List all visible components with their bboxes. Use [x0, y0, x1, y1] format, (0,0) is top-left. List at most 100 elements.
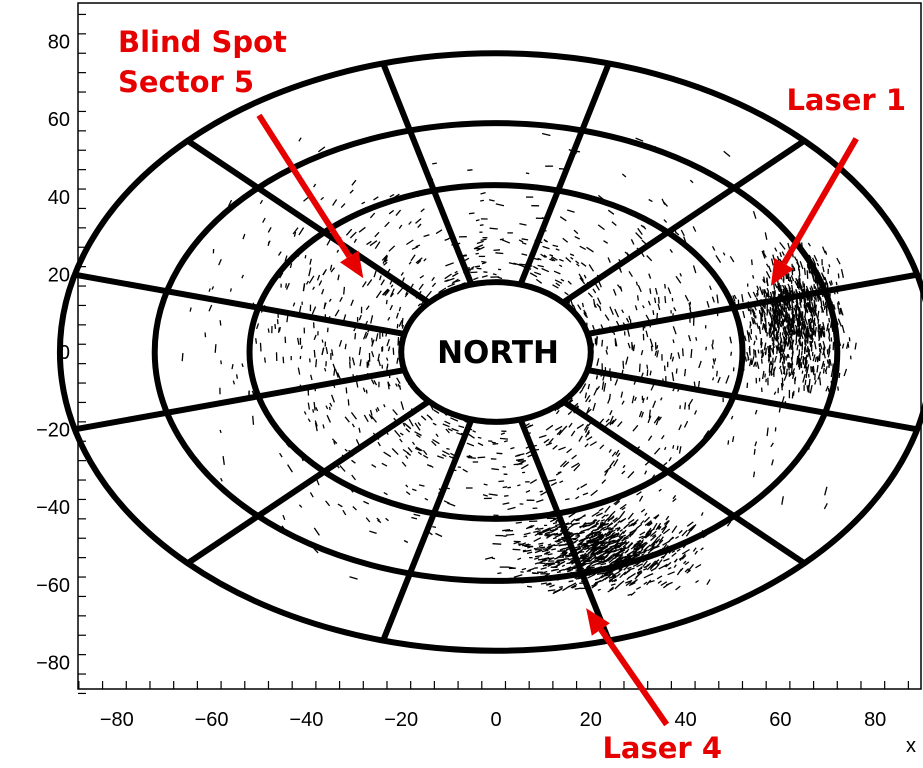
- hit-mark: [517, 557, 522, 561]
- hit-mark: [605, 543, 611, 548]
- hit-mark: [401, 324, 405, 329]
- hit-mark: [395, 383, 398, 387]
- hit-mark: [609, 532, 615, 538]
- hit-mark: [557, 561, 561, 565]
- hit-mark: [615, 554, 620, 557]
- hit-mark: [587, 431, 590, 436]
- hit-mark: [646, 579, 652, 586]
- hit-mark: [781, 320, 784, 326]
- hit-mark: [544, 533, 551, 536]
- hit-mark: [471, 265, 475, 269]
- hit-mark: [548, 557, 555, 561]
- hit-mark: [685, 529, 692, 537]
- hit-mark: [534, 527, 539, 531]
- hit-mark: [616, 452, 621, 458]
- hit-mark: [759, 286, 764, 296]
- hit-mark: [627, 471, 635, 479]
- hit-mark: [604, 574, 611, 581]
- hit-mark: [323, 302, 327, 308]
- hit-mark: [589, 535, 596, 539]
- hit-mark: [648, 522, 653, 527]
- hit-mark: [605, 530, 611, 536]
- hit-mark: [318, 146, 326, 153]
- hit-mark: [637, 541, 644, 546]
- hit-mark: [552, 568, 558, 572]
- hit-mark: [597, 547, 603, 550]
- hit-mark: [444, 420, 451, 425]
- hit-mark: [384, 221, 390, 228]
- hit-mark: [824, 301, 827, 306]
- hit-mark: [817, 324, 820, 333]
- hit-mark: [805, 366, 808, 372]
- hit-mark: [435, 532, 443, 538]
- hit-mark: [502, 502, 510, 505]
- hit-mark: [516, 453, 525, 457]
- hit-mark: [611, 451, 617, 457]
- hit-mark: [362, 331, 368, 340]
- hit-mark: [664, 520, 670, 527]
- hit-mark: [768, 312, 773, 321]
- hit-mark: [598, 507, 604, 512]
- hit-mark: [548, 437, 554, 444]
- hit-mark: [568, 568, 574, 571]
- hit-mark: [376, 517, 381, 521]
- annotation-arrow-shaft: [256, 113, 352, 258]
- hit-mark: [781, 496, 784, 505]
- hit-mark: [601, 479, 607, 484]
- hit-mark: [596, 572, 605, 576]
- hit-mark: [599, 549, 604, 553]
- hit-mark: [442, 423, 450, 428]
- hit-mark: [349, 576, 358, 580]
- hit-mark: [572, 532, 579, 535]
- hit-mark: [809, 384, 813, 394]
- hit-mark: [621, 506, 626, 511]
- hit-mark: [219, 320, 222, 326]
- hit-mark: [818, 343, 821, 348]
- hit-mark: [551, 256, 558, 261]
- hit-mark: [622, 464, 626, 469]
- hit-mark: [663, 201, 668, 207]
- hit-mark: [649, 541, 655, 547]
- hit-mark: [483, 271, 488, 273]
- hit-mark: [636, 491, 642, 496]
- hit-mark: [607, 257, 611, 263]
- hit-mark: [540, 253, 546, 259]
- hit-mark: [581, 544, 589, 549]
- hit-mark: [375, 408, 378, 413]
- hit-mark: [715, 370, 718, 377]
- hit-mark: [308, 358, 311, 363]
- hit-mark: [498, 480, 505, 483]
- hit-mark: [608, 536, 613, 541]
- hit-mark: [788, 344, 792, 350]
- hit-mark: [775, 345, 778, 350]
- hit-mark: [507, 486, 511, 489]
- hit-mark: [383, 404, 386, 408]
- hit-mark: [399, 438, 403, 443]
- hit-mark: [675, 368, 678, 374]
- hit-mark: [608, 449, 612, 453]
- hit-mark: [647, 530, 653, 537]
- hit-mark: [347, 399, 350, 406]
- hit-mark: [550, 257, 556, 262]
- hit-mark: [423, 258, 427, 262]
- hit-mark: [714, 358, 717, 362]
- hit-mark: [354, 333, 357, 340]
- hit-mark: [628, 518, 635, 524]
- hit-mark: [378, 275, 382, 281]
- hit-mark: [816, 262, 820, 267]
- hit-mark: [447, 283, 456, 288]
- hit-mark: [426, 414, 432, 419]
- hit-mark: [754, 361, 757, 367]
- hit-mark: [730, 351, 733, 356]
- hit-mark: [605, 546, 613, 553]
- hit-mark: [808, 254, 812, 259]
- hit-mark: [756, 322, 760, 329]
- hit-mark: [567, 280, 572, 285]
- hit-mark: [770, 258, 774, 266]
- hit-mark: [382, 257, 387, 264]
- hit-mark: [350, 412, 358, 420]
- hit-mark: [339, 296, 343, 303]
- hit-mark: [597, 531, 602, 534]
- hit-mark: [570, 518, 576, 523]
- hit-mark: [615, 550, 623, 556]
